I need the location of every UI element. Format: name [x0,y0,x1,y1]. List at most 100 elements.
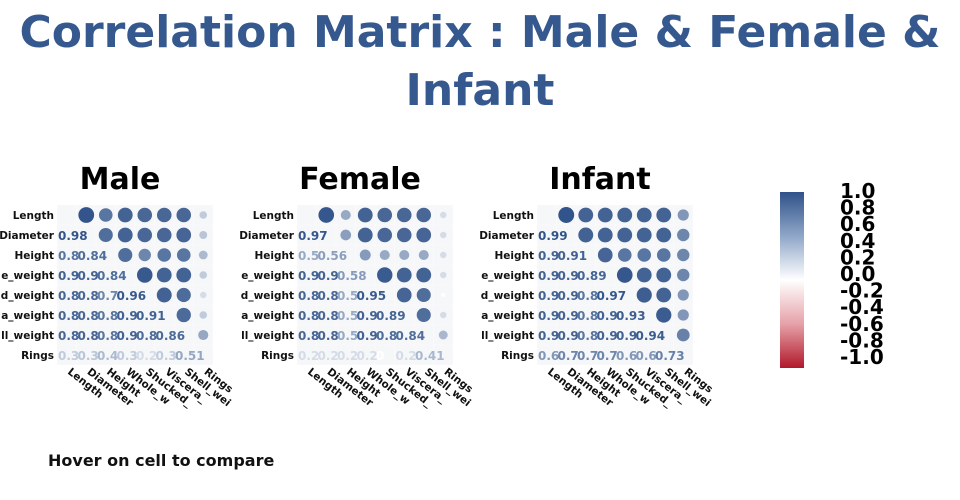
correlation-circle[interactable] [597,227,613,243]
correlation-circle[interactable] [396,227,412,243]
matrix-cell[interactable] [414,345,434,365]
correlation-circle[interactable] [656,267,672,283]
matrix-cell[interactable] [116,265,135,285]
correlation-circle[interactable] [416,267,432,283]
matrix-cell[interactable] [375,285,395,305]
correlation-circle[interactable] [677,289,689,301]
matrix-cell[interactable] [297,265,317,285]
correlation-circle[interactable] [198,250,208,260]
correlation-circle[interactable] [377,267,393,283]
matrix-cell[interactable] [557,345,576,365]
matrix-cell[interactable] [596,305,615,325]
correlation-circle[interactable] [340,210,351,220]
matrix-cell[interactable] [116,345,135,365]
matrix-cell[interactable] [96,265,116,285]
correlation-circle[interactable] [396,267,412,283]
correlation-circle[interactable] [176,207,192,223]
correlation-circle[interactable] [340,229,352,241]
correlation-circle[interactable] [176,248,191,262]
matrix-cell[interactable] [96,285,116,305]
matrix-cell[interactable] [57,245,77,265]
correlation-circle[interactable] [157,248,172,262]
matrix-cell[interactable] [537,245,557,265]
matrix-cell[interactable] [356,265,375,285]
correlation-circle[interactable] [200,291,207,299]
matrix-cell[interactable] [96,245,116,265]
matrix-cell[interactable] [635,345,654,365]
matrix-cell[interactable] [297,325,317,345]
correlation-circle[interactable] [677,268,690,282]
matrix-cell[interactable] [135,325,155,345]
matrix-cell[interactable] [576,325,596,345]
matrix-cell[interactable] [336,305,356,325]
correlation-circle[interactable] [199,231,208,239]
correlation-circle[interactable] [117,227,133,243]
matrix-cell[interactable] [77,285,96,305]
correlation-circle[interactable] [656,248,671,262]
matrix-cell[interactable] [317,225,336,245]
matrix-cell[interactable] [96,305,116,325]
matrix-cell[interactable] [135,345,155,365]
correlation-circle[interactable] [416,307,431,323]
matrix-cell[interactable] [135,305,155,325]
matrix-cell[interactable] [557,305,576,325]
matrix-cell[interactable] [576,245,596,265]
matrix-cell[interactable] [576,265,596,285]
matrix-cell[interactable] [615,285,635,305]
matrix-cell[interactable] [615,345,635,365]
matrix-cell[interactable] [297,285,317,305]
correlation-circle[interactable] [440,311,447,319]
correlation-circle[interactable] [377,207,393,223]
correlation-circle[interactable] [656,307,672,323]
matrix-cell[interactable] [576,305,596,325]
matrix-cell[interactable] [317,285,336,305]
matrix-cell[interactable] [537,225,557,245]
correlation-circle[interactable] [137,227,153,243]
correlation-circle[interactable] [438,330,448,340]
matrix-cell[interactable] [297,205,317,225]
correlation-circle[interactable] [138,248,151,262]
correlation-circle[interactable] [176,307,191,323]
matrix-cell[interactable] [654,325,674,345]
correlation-circle[interactable] [597,247,613,263]
matrix-cell[interactable] [194,345,213,365]
correlation-circle[interactable] [676,328,690,342]
correlation-circle[interactable] [98,227,113,243]
matrix-cell[interactable] [336,245,356,265]
matrix-cell[interactable] [135,285,155,305]
correlation-circle[interactable] [440,231,447,239]
matrix-cell[interactable] [395,305,414,325]
matrix-cell[interactable] [356,305,375,325]
matrix-cell[interactable] [434,345,453,365]
correlation-circle[interactable] [399,250,410,260]
matrix-cell[interactable] [557,325,576,345]
matrix-cell[interactable] [57,265,77,285]
matrix-cell[interactable] [557,225,576,245]
correlation-circle[interactable] [357,227,373,243]
matrix-cell[interactable] [395,325,414,345]
correlation-circle[interactable] [677,228,690,242]
correlation-circle[interactable] [156,227,172,243]
matrix-cell[interactable] [96,325,116,345]
matrix-cell[interactable] [297,305,317,325]
matrix-cell[interactable] [537,345,557,365]
correlation-circle[interactable] [656,227,672,243]
correlation-circle[interactable] [199,211,208,219]
correlation-circle[interactable] [176,227,192,243]
correlation-circle[interactable] [636,287,652,303]
correlation-circle[interactable] [677,209,689,221]
correlation-circle[interactable] [198,329,209,341]
matrix-cell[interactable] [77,245,96,265]
matrix-cell[interactable] [635,325,654,345]
correlation-circle[interactable] [597,207,613,223]
correlation-circle[interactable] [617,227,633,243]
matrix-cell[interactable] [336,265,356,285]
matrix-cell[interactable] [596,285,615,305]
matrix-cell[interactable] [635,305,654,325]
matrix-cell[interactable] [356,345,375,365]
matrix-cell[interactable] [576,345,596,365]
correlation-circle[interactable] [636,207,652,223]
correlation-circle[interactable] [440,211,447,219]
correlation-circle[interactable] [156,267,172,283]
correlation-circle[interactable] [578,207,594,223]
